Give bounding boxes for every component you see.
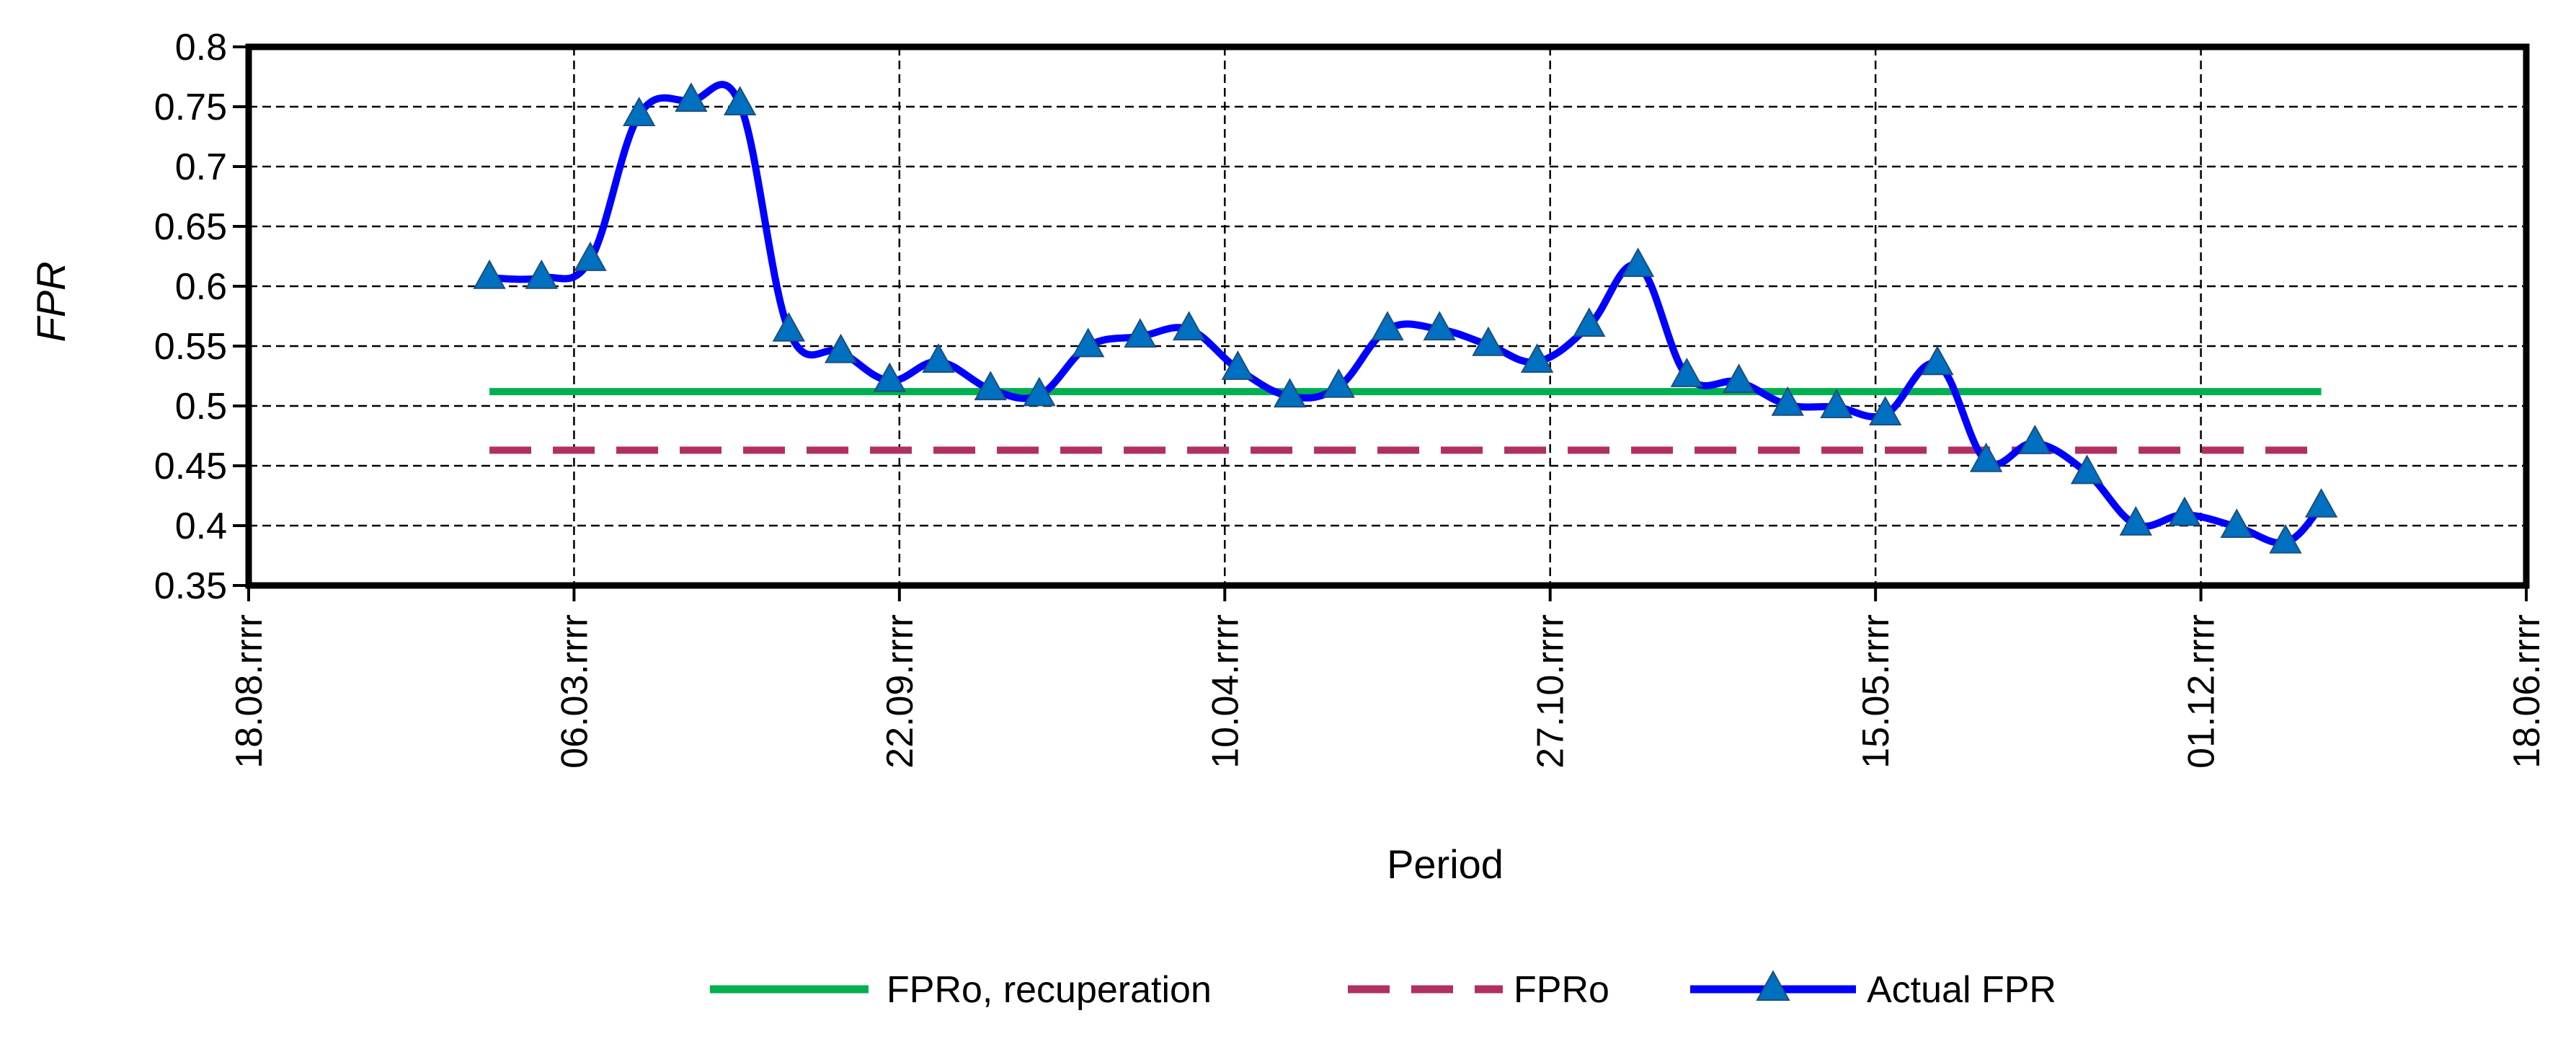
x-tick-labels: 18.08.rrrr 06.03.rrrr 22.09.rrrr 10.04.rrrr… xyxy=(228,614,2548,769)
actual-fpr-point xyxy=(473,259,506,289)
legend: FPRo, recuperation FPRo Actual FPR xyxy=(710,969,2056,1011)
actual-fpr-point xyxy=(2220,508,2253,539)
y-tick-label: 0.4 xyxy=(175,505,227,547)
actual-fpr-point xyxy=(824,333,858,363)
actual-fpr-point xyxy=(1520,343,1554,373)
actual-fpr-point xyxy=(1722,363,1756,394)
legend-label: FPRo xyxy=(1514,969,1609,1011)
actual-fpr-point xyxy=(1670,358,1704,387)
actual-fpr-point xyxy=(1071,327,1105,358)
x-tick-label: 22.09.rrrr xyxy=(879,614,921,769)
legend-item-actual-fpr: Actual FPR xyxy=(1690,969,2056,1011)
x-tick-label: 10.04.rrrr xyxy=(1204,614,1246,769)
actual-fpr-point xyxy=(2018,424,2052,454)
actual-fpr-point xyxy=(675,82,708,112)
actual-fpr-point xyxy=(723,86,757,116)
actual-fpr-point xyxy=(2269,523,2302,554)
actual-fpr-point xyxy=(1868,396,1902,425)
actual-fpr-point xyxy=(1371,311,1404,341)
actual-fpr-point xyxy=(1172,311,1206,341)
actual-fpr-point xyxy=(772,311,806,342)
legend-item-fpro-recuperation: FPRo, recuperation xyxy=(710,969,1212,1011)
actual-fpr-point xyxy=(922,343,955,373)
actual-fpr-point xyxy=(623,97,656,126)
actual-fpr-point xyxy=(1273,378,1307,408)
legend-label: Actual FPR xyxy=(1867,969,2056,1011)
y-tick-label: 0.55 xyxy=(154,326,227,368)
actual-fpr-point xyxy=(1124,318,1157,348)
y-tick-label: 0.45 xyxy=(154,446,227,487)
y-tick-label: 0.6 xyxy=(175,266,227,308)
actual-fpr-point xyxy=(1621,247,1655,278)
series-actual-fpr-line xyxy=(489,81,2324,547)
actual-fpr-point xyxy=(1221,350,1255,380)
actual-fpr-point xyxy=(1771,386,1804,416)
y-tick-label: 0.7 xyxy=(175,146,227,188)
y-tick-label: 0.65 xyxy=(154,206,227,248)
actual-fpr-point xyxy=(1322,368,1355,398)
y-tick-label: 0.8 xyxy=(175,27,227,68)
x-tick-label: 18.06.rrrr xyxy=(2506,614,2548,769)
actual-fpr-point xyxy=(1820,389,1853,419)
actual-fpr-point xyxy=(1573,307,1606,337)
actual-fpr-point xyxy=(2304,487,2338,518)
y-tick-label: 0.5 xyxy=(175,386,227,428)
axis-ticks xyxy=(233,45,2528,601)
x-axis-title: Period xyxy=(1387,841,1504,887)
actual-fpr-point xyxy=(1921,345,1954,376)
legend-marker-triangle-icon xyxy=(1756,970,1790,1002)
actual-fpr-point xyxy=(873,362,907,392)
actual-fpr-point xyxy=(1969,442,2003,472)
actual-fpr-point xyxy=(2070,454,2104,485)
actual-fpr-point xyxy=(974,371,1007,401)
actual-fpr-point xyxy=(1423,311,1456,341)
plot-frame xyxy=(245,43,2530,589)
x-tick-label: 01.12.rrrr xyxy=(2181,614,2223,769)
y-axis-title: FPR xyxy=(28,262,74,342)
x-tick-label: 18.08.rrrr xyxy=(228,614,270,769)
y-tick-label: 0.35 xyxy=(154,565,227,607)
y-tick-label: 0.75 xyxy=(154,87,227,128)
actual-fpr-point xyxy=(2168,496,2201,526)
x-tick-label: 15.05.rrrr xyxy=(1855,614,1897,769)
actual-fpr-point xyxy=(574,241,607,271)
x-tick-label: 27.10.rrrr xyxy=(1530,614,1572,769)
actual-fpr-point xyxy=(2119,505,2152,536)
actual-fpr-point xyxy=(1023,376,1056,407)
x-tick-label: 06.03.rrrr xyxy=(554,614,595,769)
actual-fpr-point xyxy=(1472,326,1505,356)
y-tick-labels: 0.8 0.75 0.7 0.65 0.6 0.55 0.5 0.45 0.4 0.35 xyxy=(154,27,227,607)
legend-label: FPRo, recuperation xyxy=(887,969,1212,1011)
series-layer xyxy=(473,81,2338,554)
legend-item-fpro: FPRo xyxy=(1348,969,1609,1011)
actual-fpr-point xyxy=(525,259,558,289)
